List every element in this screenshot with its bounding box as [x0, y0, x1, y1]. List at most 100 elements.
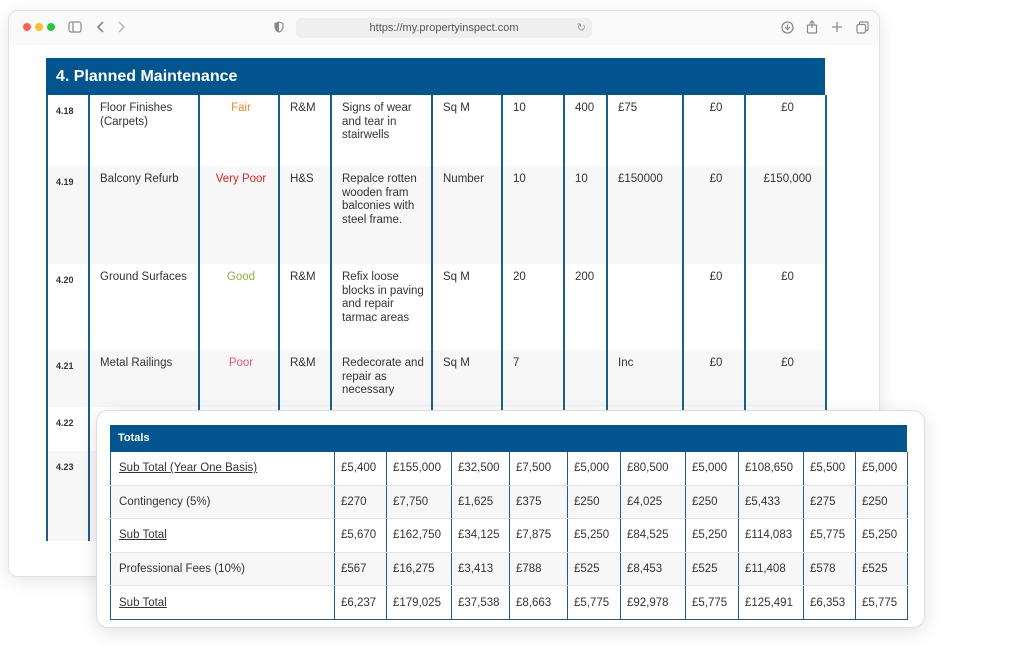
cell-category: H&S	[278, 166, 331, 264]
back-icon[interactable]	[93, 19, 109, 35]
totals-value-cell: £788	[509, 552, 568, 587]
totals-row: Sub Total £6,237 £179,025 £37,538 £8,663 £5,7…	[110, 585, 908, 620]
totals-row-label: Sub Total	[110, 585, 335, 620]
totals-value-cell: £7,750	[386, 485, 452, 520]
totals-value-cell: £250	[567, 485, 621, 520]
share-icon[interactable]	[804, 19, 820, 35]
maintenance-row: 4.19 Balcony Refurb Very Poor H&S Repalce ro…	[46, 166, 827, 264]
cell-element: Metal Railings	[88, 350, 199, 407]
tabs-overview-icon[interactable]	[854, 19, 870, 35]
cell-category: R&M	[278, 95, 331, 166]
totals-value-cell: £5,775	[685, 585, 739, 620]
new-tab-icon[interactable]	[829, 19, 845, 35]
totals-value-cell: £525	[685, 552, 739, 587]
totals-value-cell: £7,500	[509, 452, 568, 486]
minimize-window-button[interactable]	[35, 23, 43, 31]
cell-unit: Number	[431, 166, 502, 264]
totals-row-label: Sub Total	[110, 518, 335, 553]
totals-value-cell: £179,025	[386, 585, 452, 620]
cell-cost2: £0	[744, 95, 827, 166]
cell-action: Repalce rotten wooden fram balconies wit…	[330, 166, 432, 264]
cell-condition: Fair	[198, 95, 279, 166]
cell-condition: Good	[198, 264, 279, 350]
totals-value-cell: £92,978	[620, 585, 686, 620]
totals-value-cell: £80,500	[620, 452, 686, 486]
cell-cost2: £0	[744, 264, 827, 350]
totals-value-cell: £34,125	[451, 518, 510, 553]
totals-value-cell: £84,525	[620, 518, 686, 553]
totals-value-cell: £5,000	[685, 452, 739, 486]
download-icon[interactable]	[779, 19, 795, 35]
totals-value-cell: £525	[567, 552, 621, 587]
totals-value-cell: £5,500	[803, 452, 856, 486]
cell-ref: 4.18	[46, 95, 89, 166]
cell-rate: £75	[606, 95, 683, 166]
totals-row-label: Contingency (5%)	[110, 485, 335, 520]
totals-value-cell: £155,000	[386, 452, 452, 486]
cell-cost1: £0	[682, 95, 745, 166]
totals-card: Totals Sub Total (Year One Basis) £5,400 £…	[96, 410, 925, 628]
totals-value-cell: £5,250	[567, 518, 621, 553]
sidebar-icon[interactable]	[67, 19, 83, 35]
maximize-window-button[interactable]	[47, 23, 55, 31]
totals-value-cell: £5,000	[855, 452, 908, 486]
totals-value-cell: £5,775	[567, 585, 621, 620]
totals-value-cell: £108,650	[738, 452, 804, 486]
cell-cost1: £0	[682, 166, 745, 264]
cell-condition: Very Poor	[198, 166, 279, 264]
cell-action: Refix loose blocks in paving and repair …	[330, 264, 432, 350]
totals-value-cell: £1,625	[451, 485, 510, 520]
totals-value-cell: £5,775	[803, 518, 856, 553]
cell-qty: 20	[501, 264, 564, 350]
totals-row: Contingency (5%) £270 £7,750 £1,625 £375 £250…	[110, 485, 908, 520]
close-window-button[interactable]	[23, 23, 31, 31]
totals-value-cell: £5,670	[334, 518, 387, 553]
cell-ref: 4.23	[46, 451, 89, 541]
totals-value-cell: £567	[334, 552, 387, 587]
cell-category: R&M	[278, 264, 331, 350]
cell-qty2	[563, 350, 607, 407]
totals-value-cell: £8,453	[620, 552, 686, 587]
totals-value-cell: £6,353	[803, 585, 856, 620]
totals-value-cell: £125,491	[738, 585, 804, 620]
cell-cost2: £0	[744, 350, 827, 407]
totals-value-cell: £578	[803, 552, 856, 587]
browser-toolbar: https://my.propertyinspect.com ↻	[9, 11, 879, 45]
cell-unit: Sq M	[431, 350, 502, 407]
cell-cost1: £0	[682, 350, 745, 407]
cell-action: Signs of wear and tear in stairwells	[330, 95, 432, 166]
maintenance-row: 4.21 Metal Railings Poor R&M Redecorate and …	[46, 350, 827, 407]
totals-value-cell: £270	[334, 485, 387, 520]
forward-icon[interactable]	[113, 19, 129, 35]
cell-qty: 10	[501, 95, 564, 166]
totals-header: Totals	[110, 425, 907, 452]
totals-value-cell: £4,025	[620, 485, 686, 520]
cell-cost2: £150,000	[744, 166, 827, 264]
cell-ref: 4.20	[46, 264, 89, 350]
totals-value-cell: £3,413	[451, 552, 510, 587]
cell-unit: Sq M	[431, 264, 502, 350]
privacy-shield-icon[interactable]	[271, 19, 287, 35]
totals-value-cell: £5,400	[334, 452, 387, 486]
totals-row: Sub Total (Year One Basis) £5,400 £155,000…	[110, 452, 908, 486]
cell-rate: £150000	[606, 166, 683, 264]
cell-rate: Inc	[606, 350, 683, 407]
address-bar[interactable]: https://my.propertyinspect.com ↻	[296, 18, 592, 38]
cell-element: Balcony Refurb	[88, 166, 199, 264]
totals-value-cell: £5,000	[567, 452, 621, 486]
cell-element: Floor Finishes (Carpets)	[88, 95, 199, 166]
totals-value-cell: £162,750	[386, 518, 452, 553]
totals-value-cell: £5,775	[855, 585, 908, 620]
maintenance-row: 4.18 Floor Finishes (Carpets) Fair R&M Signs…	[46, 95, 827, 166]
totals-value-cell: £8,663	[509, 585, 568, 620]
totals-row-label: Sub Total (Year One Basis)	[110, 452, 335, 486]
cell-qty: 7	[501, 350, 564, 407]
totals-value-cell: £11,408	[738, 552, 804, 587]
totals-value-cell: £114,083	[738, 518, 804, 553]
reload-icon[interactable]: ↻	[576, 22, 586, 34]
totals-value-cell: £250	[855, 485, 908, 520]
url-text: https://my.propertyinspect.com	[369, 22, 519, 34]
totals-table: Sub Total (Year One Basis) £5,400 £155,000…	[110, 452, 908, 620]
totals-row: Professional Fees (10%) £567 £16,275 £3,413…	[110, 552, 908, 587]
cell-ref: 4.22	[46, 407, 89, 451]
